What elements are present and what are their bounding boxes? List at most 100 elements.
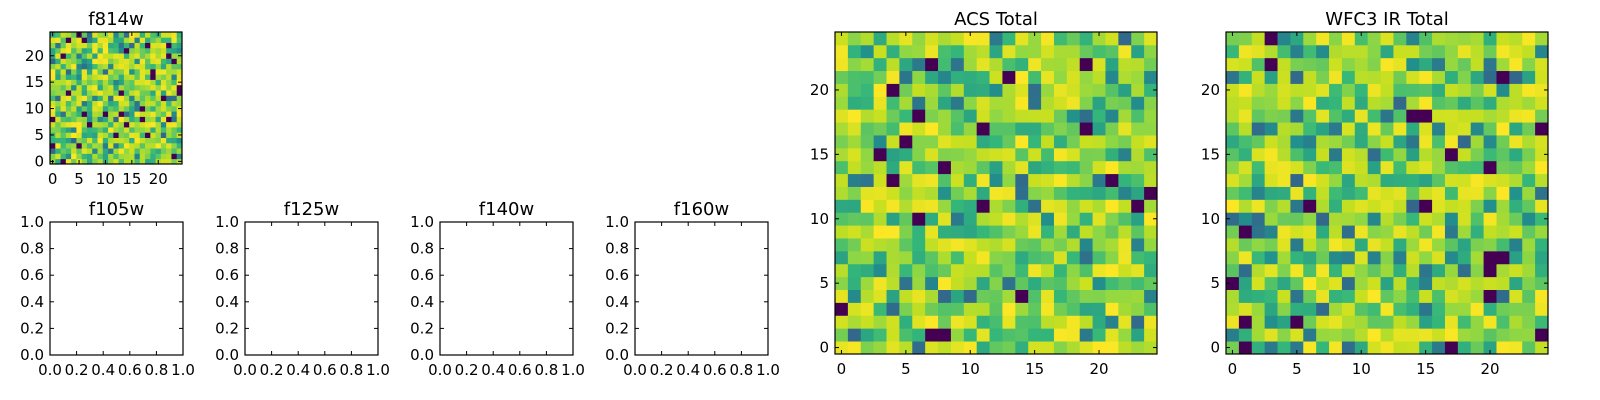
heatmap-cell [1066, 83, 1081, 97]
heatmap-cell [81, 37, 88, 43]
heatmap-cell [171, 84, 178, 91]
heatmap-cell [145, 148, 151, 154]
heatmap-cell [113, 79, 120, 86]
heatmap-cell [176, 137, 183, 144]
heatmap-cell [1277, 122, 1291, 136]
heatmap-cell [899, 160, 913, 175]
heatmap-cell [166, 42, 172, 49]
heatmap-cell [1226, 70, 1240, 84]
heatmap-cell [118, 142, 125, 149]
heatmap-cell [81, 79, 88, 86]
heatmap-cell [1432, 289, 1446, 303]
heatmap-cell [92, 127, 98, 133]
heatmap-cell [1444, 289, 1459, 303]
heatmap-cell [1432, 225, 1446, 239]
heatmap-cell [1354, 147, 1369, 162]
heatmap-cell [129, 148, 135, 154]
heatmap-cell [1041, 96, 1055, 110]
heatmap-cell [134, 158, 141, 165]
heatmap-cell [150, 100, 156, 107]
heatmap-cell [160, 68, 167, 75]
heatmap-cell [1041, 199, 1055, 213]
heatmap-cell [835, 83, 849, 97]
heatmap-cell [166, 158, 172, 165]
heatmap-cell [1105, 225, 1119, 239]
heatmap-cell [912, 70, 926, 84]
heatmap-cell [938, 315, 952, 329]
heatmap-cell [938, 225, 952, 239]
heatmap-cell [1238, 250, 1253, 265]
heatmap-cell [989, 44, 1003, 59]
heatmap-cell [1131, 212, 1145, 226]
heatmap-cell [1406, 135, 1420, 149]
heatmap-cell [1419, 302, 1433, 316]
heatmap-cell [97, 148, 104, 154]
heatmap-cell [1316, 70, 1330, 84]
heatmap-cell [1226, 289, 1240, 303]
heatmap-cell [1535, 238, 1549, 252]
heatmap-cell [1393, 70, 1407, 84]
heatmap-cell [129, 142, 135, 149]
heatmap-cell [1079, 250, 1093, 265]
heatmap-cell [1079, 212, 1093, 226]
heatmap-cell [145, 79, 151, 86]
heatmap-cell [1264, 263, 1278, 278]
heatmap-cell [76, 132, 83, 138]
heatmap-cell [160, 74, 167, 80]
heatmap-cell [108, 53, 114, 59]
heatmap-cell [835, 276, 849, 290]
heatmap-cell [108, 84, 114, 91]
heatmap-cell [1457, 238, 1472, 252]
heatmap-cell [873, 70, 887, 84]
panel-title: f814w [88, 9, 143, 30]
heatmap-cell [176, 47, 183, 54]
x-tick-label: 0.4 [91, 361, 115, 379]
heatmap-cell [1264, 238, 1278, 252]
heatmap-cell [92, 148, 98, 154]
heatmap-cell [976, 238, 990, 252]
heatmap-cell [873, 32, 887, 46]
heatmap-cell [160, 79, 167, 86]
heatmap-cell [1380, 263, 1394, 278]
x-tick-label: 0.0 [38, 361, 62, 379]
heatmap-cell [835, 250, 849, 265]
heatmap-cell [1131, 96, 1145, 110]
heatmap-cell [1496, 122, 1510, 136]
heatmap-cell [1066, 57, 1081, 72]
heatmap-cell [145, 137, 151, 144]
heatmap-cell [76, 137, 83, 144]
heatmap-cell [1354, 70, 1369, 84]
heatmap-cell [1367, 70, 1381, 84]
heatmap-cell [1354, 328, 1369, 342]
heatmap-cell [134, 58, 141, 65]
heatmap-cell [1509, 186, 1523, 200]
heatmap-cell [150, 32, 156, 38]
heatmap-cell [938, 83, 952, 97]
heatmap-cell [963, 276, 978, 290]
heatmap-cell [1496, 160, 1510, 175]
heatmap-cell [1053, 160, 1068, 175]
heatmap-cell [1444, 57, 1459, 72]
heatmap-cell [1053, 212, 1068, 226]
y-tick-label: 0 [1210, 339, 1220, 357]
heatmap-cell [129, 79, 135, 86]
heatmap-cell [938, 186, 952, 200]
heatmap-cell [1079, 302, 1093, 316]
heatmap-cell [108, 127, 114, 133]
heatmap-cell [171, 90, 178, 96]
heatmap-cell [171, 142, 178, 149]
heatmap-cell [60, 84, 67, 91]
heatmap-cell [1264, 173, 1278, 187]
heatmap-cell [176, 142, 183, 149]
heatmap-cell [1053, 276, 1068, 290]
heatmap-cell [1028, 135, 1042, 149]
heatmap-cell [1290, 328, 1304, 342]
heatmap-cell [1509, 315, 1523, 329]
heatmap-cell [1444, 238, 1459, 252]
heatmap-cell [1290, 147, 1304, 162]
heatmap-cell [1444, 250, 1459, 265]
heatmap-cell [60, 132, 67, 138]
y-tick-label: 0.2 [410, 319, 434, 337]
heatmap-cell [925, 96, 939, 110]
